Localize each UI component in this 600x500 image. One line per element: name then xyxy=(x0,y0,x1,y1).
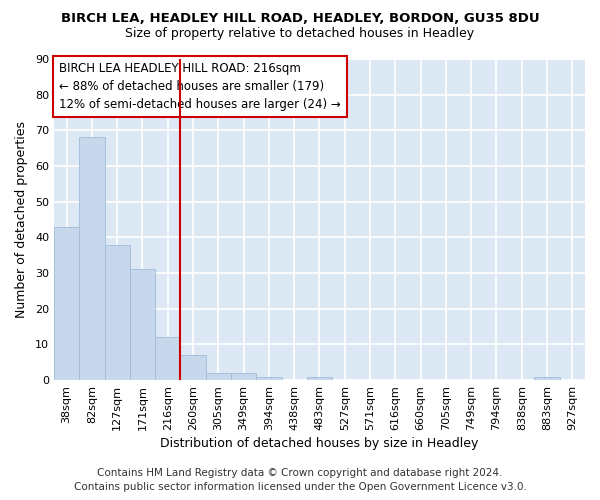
Bar xyxy=(79,138,104,380)
Y-axis label: Number of detached properties: Number of detached properties xyxy=(15,121,28,318)
Bar xyxy=(256,376,281,380)
Bar xyxy=(104,244,130,380)
Bar xyxy=(181,355,206,380)
Bar xyxy=(206,373,231,380)
Text: Contains HM Land Registry data © Crown copyright and database right 2024.
Contai: Contains HM Land Registry data © Crown c… xyxy=(74,468,526,492)
Bar xyxy=(155,338,181,380)
Bar xyxy=(130,270,155,380)
Text: BIRCH LEA, HEADLEY HILL ROAD, HEADLEY, BORDON, GU35 8DU: BIRCH LEA, HEADLEY HILL ROAD, HEADLEY, B… xyxy=(61,12,539,26)
Text: Size of property relative to detached houses in Headley: Size of property relative to detached ho… xyxy=(125,28,475,40)
Bar xyxy=(535,376,560,380)
Bar xyxy=(231,373,256,380)
Text: BIRCH LEA HEADLEY HILL ROAD: 216sqm
← 88% of detached houses are smaller (179)
1: BIRCH LEA HEADLEY HILL ROAD: 216sqm ← 88… xyxy=(59,62,341,111)
Bar xyxy=(54,226,79,380)
Bar xyxy=(307,376,332,380)
X-axis label: Distribution of detached houses by size in Headley: Distribution of detached houses by size … xyxy=(160,437,479,450)
